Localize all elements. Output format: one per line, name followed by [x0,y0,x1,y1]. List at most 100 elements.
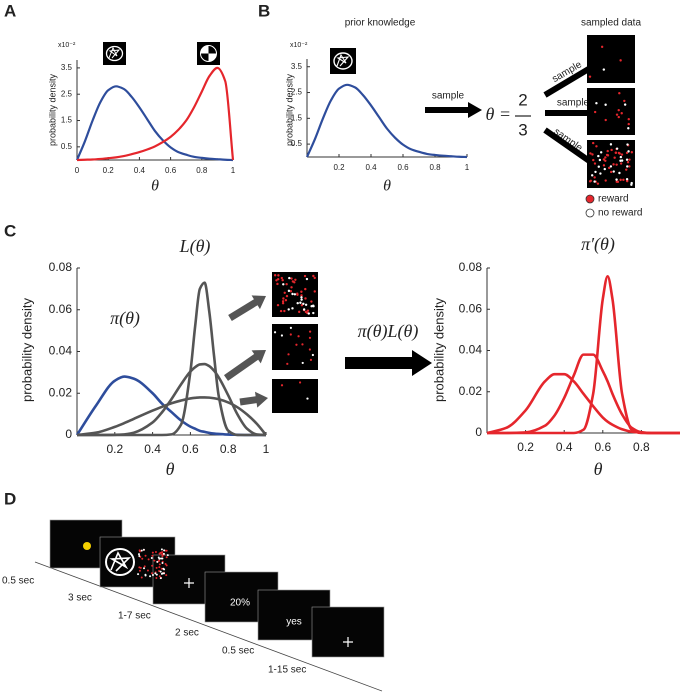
sample-dot [289,326,292,329]
sample-dot [280,334,284,337]
sample-dot [600,45,604,49]
sample-dot [591,153,594,156]
sample-dot [151,551,154,554]
x-tick-label: 0.4 [144,442,161,456]
sample-dot [604,118,607,122]
y-tick-label: 0.5 [291,139,303,148]
sample-dot [304,287,307,291]
sample-dot [588,75,592,78]
sample-dot [311,353,314,357]
sample-dot [599,151,603,154]
sample-label: sample [432,91,465,102]
sample-dot [162,572,165,575]
sample-dot [625,179,629,183]
sample-dot [290,286,293,289]
sample-dot [151,572,154,575]
sample-dot [623,103,627,106]
sample-dot [285,294,289,298]
sample-dot [296,301,299,305]
arrow [543,127,605,172]
y-axis-label: probability density [431,297,446,402]
sample-dot [615,113,619,116]
sample-dot [615,163,618,166]
arrow [228,295,266,321]
screen-text: yes [286,617,302,628]
sample-dot [615,178,618,181]
sample-dot [160,572,163,575]
sample-dot [283,291,286,294]
sample-dot [288,276,291,280]
sample-dot [308,348,311,351]
data-line [76,396,268,437]
x-tick-label: 1 [465,163,470,172]
y-tick-label: 0.06 [49,302,73,316]
sample-dot [306,397,309,400]
sample-dot [619,59,622,62]
sample-dot [165,549,168,552]
sample-dot [604,103,607,106]
x-tick-label: 0.2 [517,440,534,454]
fixation-cross [343,637,353,647]
y-tick-label: 2.5 [291,88,303,97]
x-tick-label: 0.2 [103,166,115,175]
sample-dot [589,179,593,183]
sample-dot [291,292,294,296]
sample-dot [299,301,302,304]
sample-dot [140,549,143,552]
sample-dot [282,297,285,300]
y-tick-label: 0.04 [49,344,73,358]
sample-dot [626,165,629,168]
sample-dot [628,165,631,168]
sample-dot [162,552,165,555]
axis-multiplier: x10⁻² [290,42,308,49]
sample-dot [276,303,280,307]
sample-dot [291,280,295,283]
duration-label: 2 sec [175,628,199,639]
sample-dot [155,566,158,569]
sample-dot [304,297,307,300]
sample-dot [158,563,161,566]
sample-dot [620,153,624,156]
sample-dot [618,171,621,175]
x-axis-label: θ [594,459,603,479]
sample-dot [619,162,623,165]
x-tick-label: 0.6 [165,166,177,175]
sample-dot [143,567,146,570]
sample-dot [165,574,168,577]
sample-label: sample [557,98,590,109]
sample-dot [595,102,598,105]
sample-dot [297,335,300,338]
sample-dot [143,565,146,568]
sample-dot [617,108,620,112]
x-tick-label: 0 [75,166,80,175]
stimulus-icon [197,42,220,65]
sample-dot [623,99,626,103]
x-tick-label: 1 [231,166,236,175]
x-tick-label: 0.8 [196,166,208,175]
sample-dot [140,576,143,579]
sample-dot [309,358,313,361]
arrow [239,391,268,408]
stimulus-icon [103,42,126,65]
sample-dot [139,566,142,569]
sample-dot [602,164,606,167]
y-axis-label: probability density [284,73,294,146]
y-tick-label: 0.5 [61,142,73,151]
sample-dot [295,343,298,346]
y-tick-label: 0 [65,427,72,441]
sample-dot [300,294,303,297]
x-tick-label: 0.4 [365,163,377,172]
x-tick-label: 1 [263,442,270,456]
panel-letter: C [4,221,16,240]
data-line [486,274,680,435]
sample-dot [291,307,294,310]
sample-dot [301,361,304,365]
sample-dot [158,559,161,562]
sample-dot [284,299,288,302]
sample-dot [613,156,616,159]
sample-dot [617,151,621,155]
sample-dot [591,141,595,145]
sample-dot [609,143,613,146]
sample-dot [302,308,306,311]
